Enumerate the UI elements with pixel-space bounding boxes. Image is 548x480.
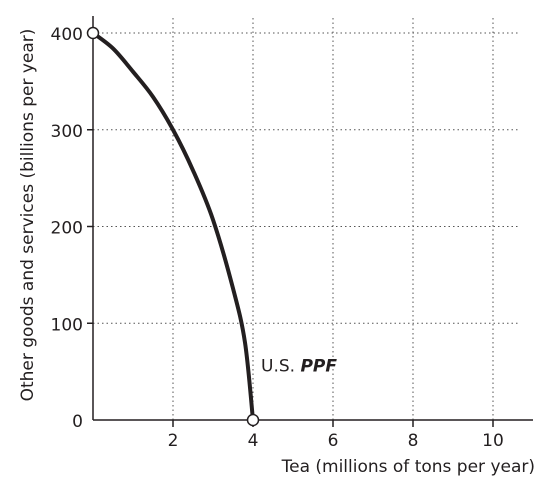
- annotations: U.S. PPF: [261, 357, 337, 377]
- series-label-emphasis: PPF: [300, 357, 337, 377]
- series-line-0: [91, 31, 255, 422]
- y-tick-label-0: 0: [72, 412, 83, 432]
- y-axis-title: Other goods and services (billions per y…: [18, 29, 38, 402]
- x-tick-label-10: 10: [482, 431, 504, 451]
- series-label-0: U.S. PPF: [261, 357, 337, 377]
- series: [91, 31, 255, 422]
- y-tick-label-300: 300: [51, 122, 83, 142]
- endpoint-markers: [86, 26, 260, 427]
- x-tick-label-6: 6: [328, 431, 339, 451]
- x-tick-label-2: 2: [168, 431, 179, 451]
- endpoint-marker-0: [86, 26, 100, 40]
- y-tick-label-400: 400: [51, 25, 83, 45]
- y-tick-label-100: 100: [51, 315, 83, 335]
- x-tick-label-8: 8: [408, 431, 419, 451]
- x-tick-label-4: 4: [248, 431, 259, 451]
- x-axis-title: Tea (millions of tons per year): [281, 457, 535, 477]
- y-tick-label-200: 200: [51, 219, 83, 239]
- tick-labels: 0 100 200 300 400 2 4 6 8 10: [51, 25, 504, 451]
- endpoint-marker-1: [246, 413, 260, 427]
- series-label-prefix: U.S.: [261, 357, 300, 377]
- axes: [92, 16, 533, 421]
